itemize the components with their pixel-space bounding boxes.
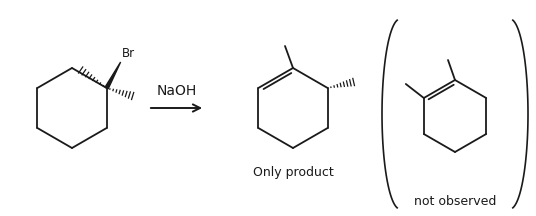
Text: not observed: not observed [414,195,496,208]
Text: Only product: Only product [252,166,333,179]
Text: Br: Br [122,47,135,60]
Text: NaOH: NaOH [157,84,197,98]
Polygon shape [105,62,121,89]
